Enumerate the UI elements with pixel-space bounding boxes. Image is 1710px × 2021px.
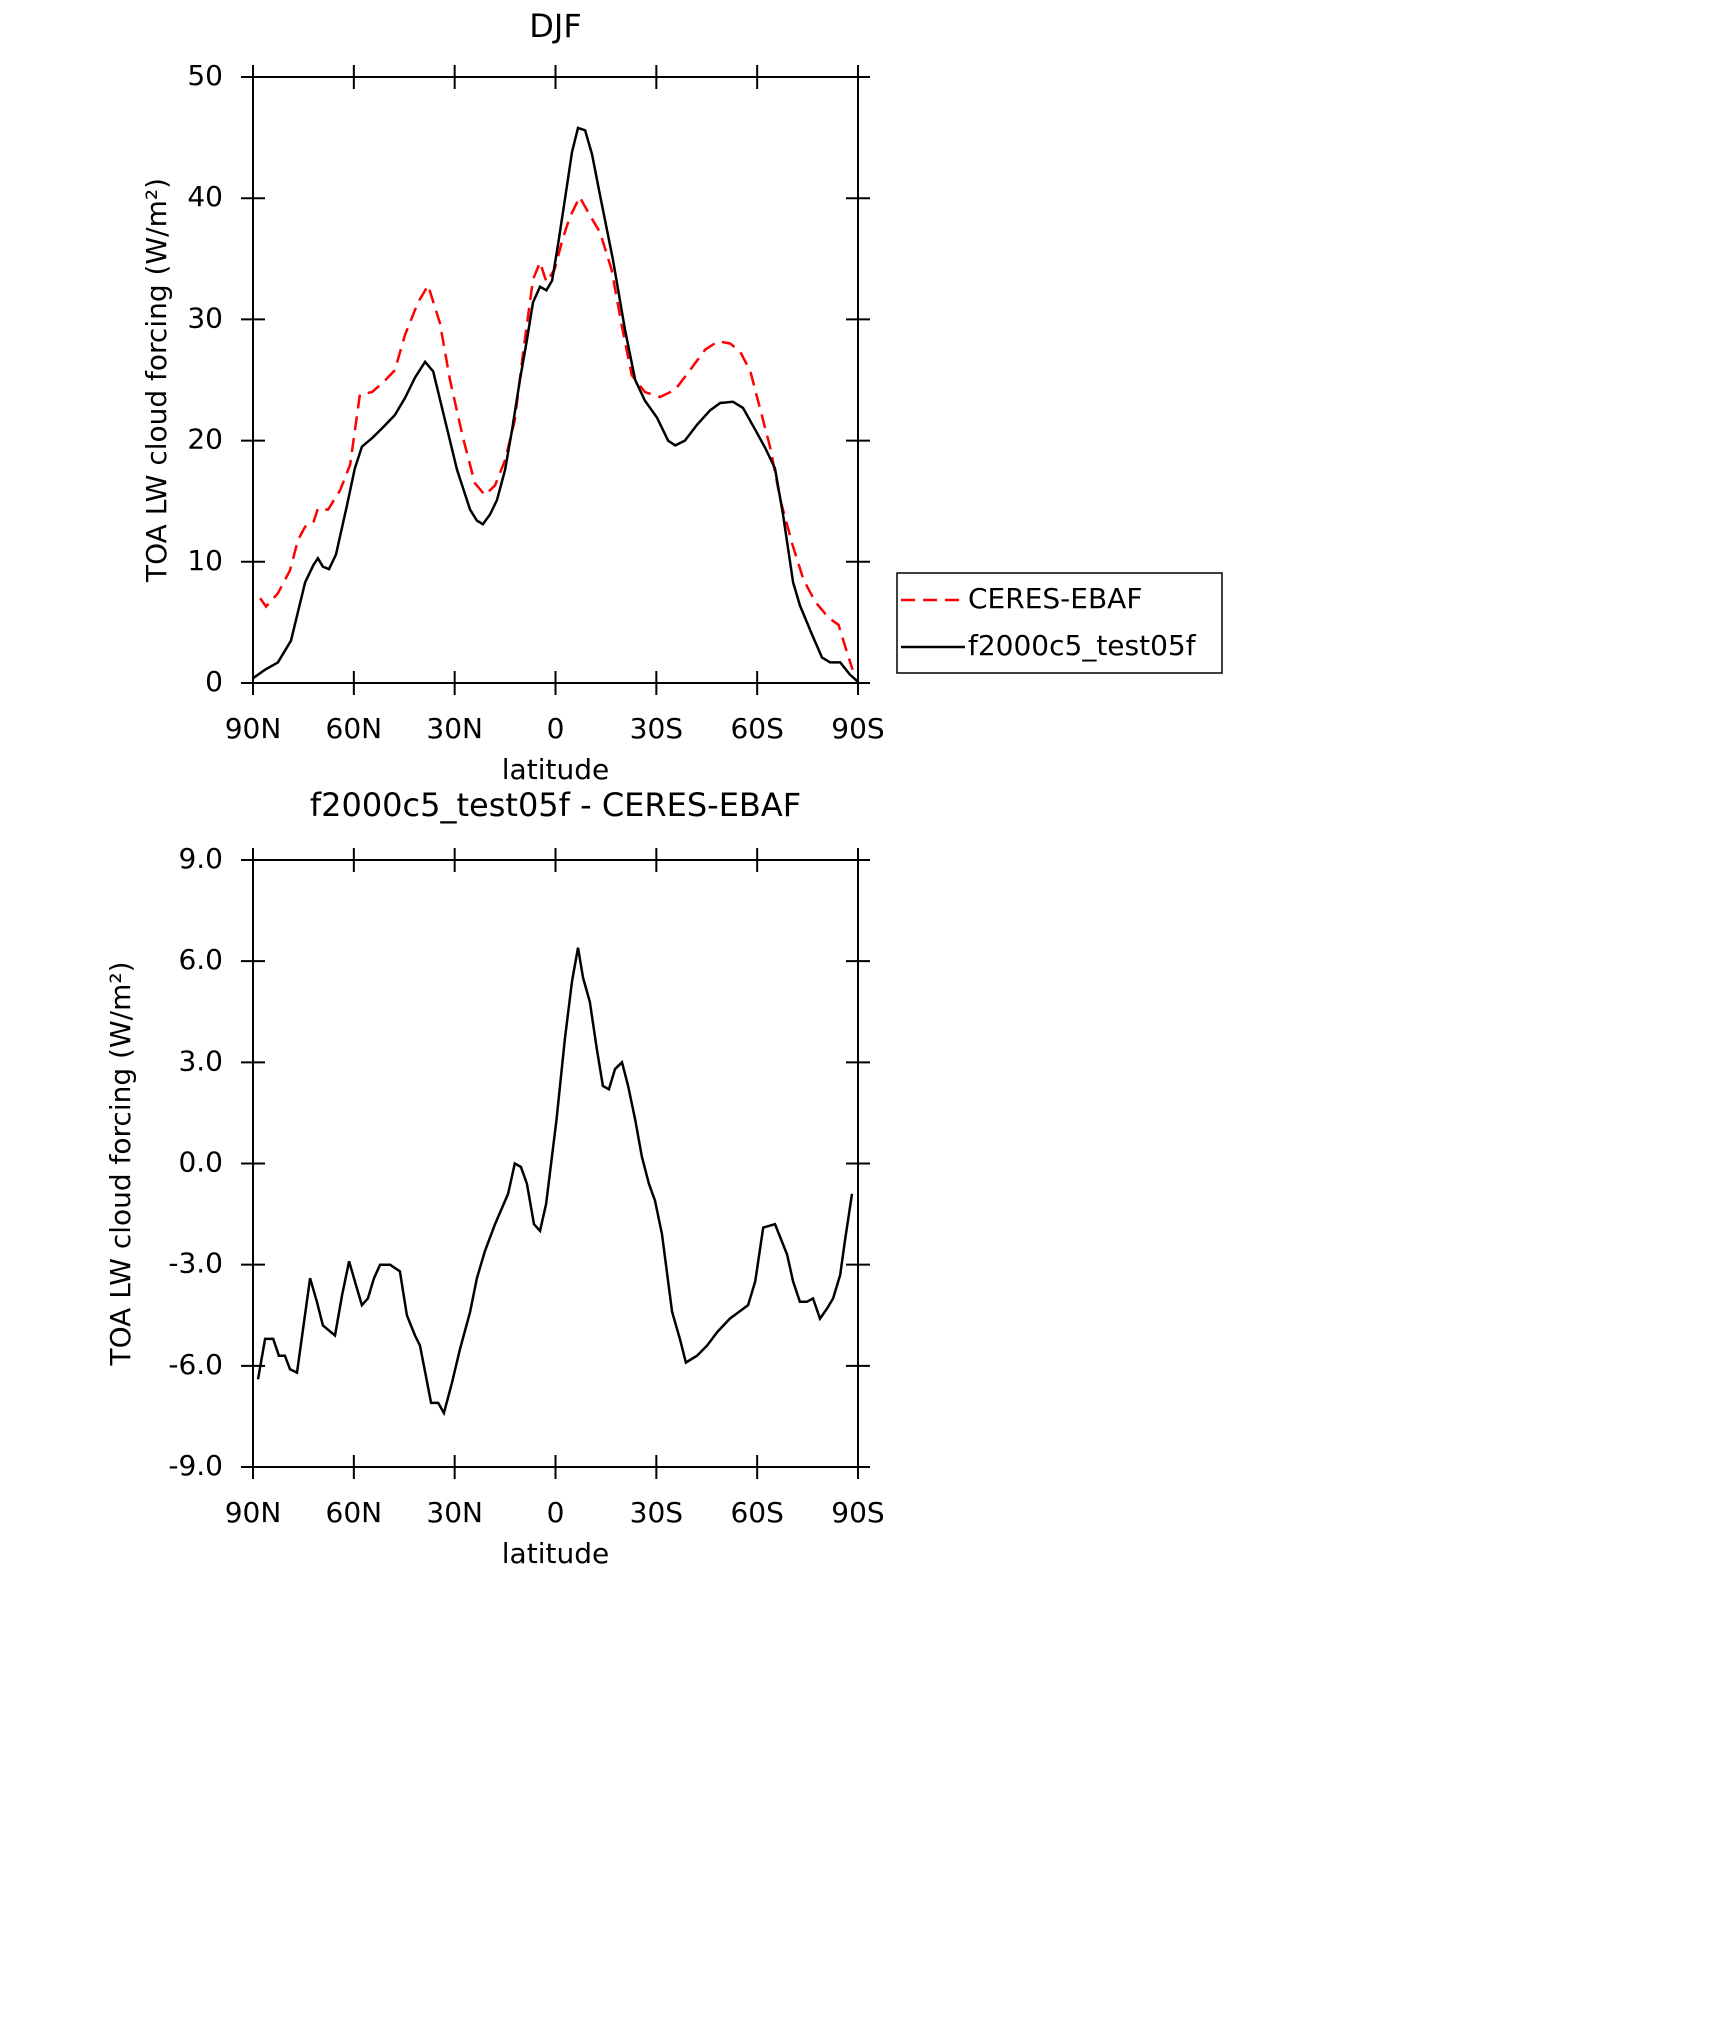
chart-title: DJF [529,7,581,45]
x-tick-label: 60S [730,712,783,745]
y-tick-label: -6.0 [168,1348,223,1381]
x-tick-label: 90S [831,1496,884,1529]
plot-frame [252,76,859,684]
y-tick-label: 0.0 [178,1146,223,1179]
y-axis-label: TOA LW cloud forcing (W/m²) [140,178,173,583]
y-tick-label: 40 [187,180,223,213]
y-tick-label: 0 [205,665,223,698]
x-tick-label: 60N [326,712,383,745]
y-tick-label: 6.0 [178,943,223,976]
y-tick-label: 3.0 [178,1044,223,1077]
chart-title: f2000c5_test05f - CERES-EBAF [310,786,801,824]
x-axis-label: latitude [502,1537,609,1570]
x-tick-label: 30N [426,1496,483,1529]
x-tick-label: 90N [225,712,282,745]
legend-label: CERES-EBAF [968,582,1142,615]
x-tick-label: 30S [630,1496,683,1529]
x-tick-label: 90S [831,712,884,745]
y-tick-label: 50 [187,59,223,92]
x-tick-label: 0 [547,1496,565,1529]
plot-frame [252,859,859,1468]
x-tick-label: 90N [225,1496,282,1529]
y-tick-label: 10 [187,544,223,577]
x-tick-label: 60N [326,1496,383,1529]
legend-label: f2000c5_test05f [968,629,1197,662]
y-tick-label: 20 [187,423,223,456]
x-tick-label: 30S [630,712,683,745]
x-tick-label: 60S [730,1496,783,1529]
x-axis-label: latitude [502,753,609,786]
y-tick-label: 30 [187,301,223,334]
x-tick-label: 0 [547,712,565,745]
y-tick-label: -9.0 [168,1449,223,1482]
legend-box [896,572,1223,674]
y-axis-label: TOA LW cloud forcing (W/m²) [104,962,137,1367]
y-tick-label: -3.0 [168,1247,223,1280]
data-line [256,947,854,1417]
data-line [252,126,859,683]
data-line [259,194,854,671]
y-tick-label: 9.0 [178,842,223,875]
x-tick-label: 30N [426,712,483,745]
